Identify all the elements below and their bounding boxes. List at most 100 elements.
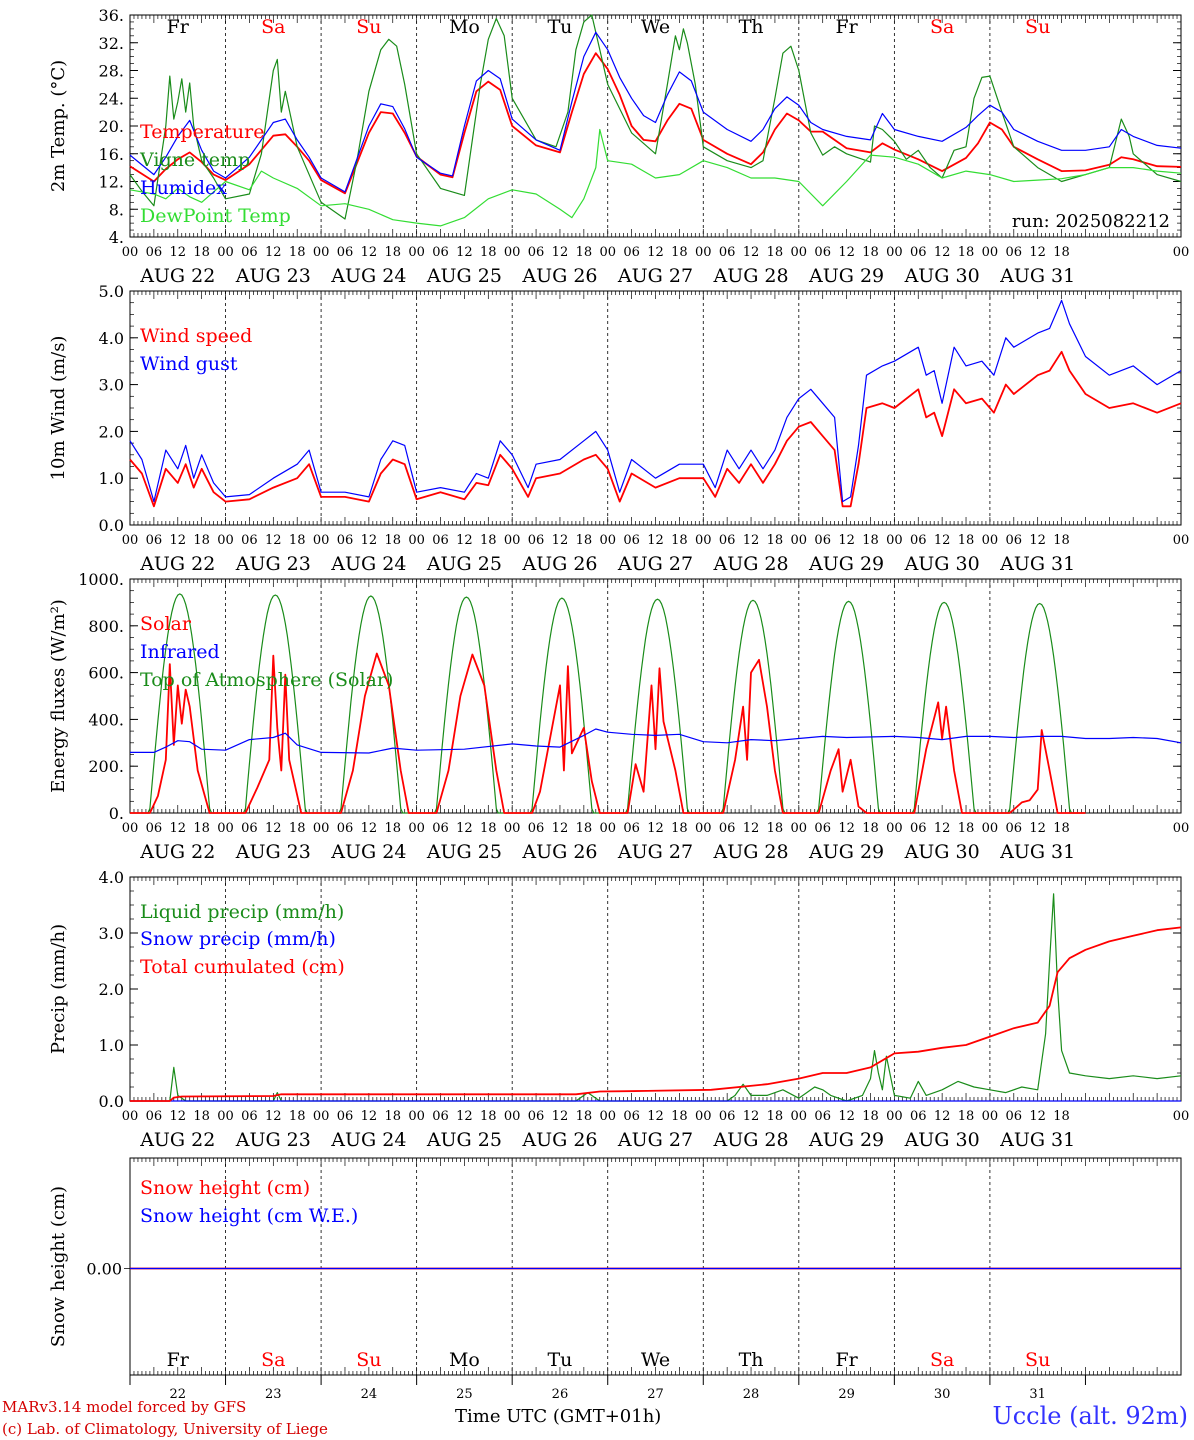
series-total-cumulated-cm- [130, 926, 1182, 1102]
series-wind-speed [129, 350, 1182, 508]
hour-tick-label: 00 [886, 821, 903, 836]
y-tick-label: 400. [88, 710, 124, 729]
hour-tick-label: 06 [528, 245, 545, 260]
y-tick-label: 0.0 [99, 516, 124, 535]
y-tick-label: 600. [88, 664, 124, 683]
legend-entry: Total cumulated (cm) [140, 956, 345, 978]
hour-tick-label: 06 [623, 245, 640, 260]
hour-tick-label: 18 [767, 1109, 784, 1124]
date-label: AUG 22 [139, 553, 215, 575]
hour-tick-label: 06 [528, 1109, 545, 1124]
legend-entry: DewPoint Temp [140, 205, 291, 227]
hour-tick-label: 06 [814, 533, 831, 548]
hour-tick-label: 00 [599, 245, 616, 260]
y-tick-label: 3.0 [99, 924, 124, 943]
hour-tick-label: 18 [671, 533, 688, 548]
hour-tick-label: 18 [671, 1109, 688, 1124]
hour-tick-label: 12 [934, 245, 951, 260]
y-axis-label: Energy fluxes (W/m²) [48, 599, 69, 793]
hour-tick-label: 18 [193, 1109, 210, 1124]
hour-tick-label: 12 [1029, 821, 1046, 836]
day-number-label: 31 [1029, 1387, 1046, 1402]
y-tick-label: 2.0 [99, 980, 124, 999]
hour-tick-label: 06 [1006, 533, 1023, 548]
hour-tick-label: 18 [384, 1109, 401, 1124]
hour-tick-label: 06 [241, 533, 258, 548]
hour-tick-label: 12 [456, 821, 473, 836]
hour-tick-label: 06 [528, 533, 545, 548]
date-label: AUG 23 [235, 841, 311, 863]
hour-tick-label: 00 [695, 821, 712, 836]
hour-tick-label: 00 [504, 533, 521, 548]
hour-tick-label: 18 [671, 821, 688, 836]
hour-tick-label: 00 [313, 533, 330, 548]
day-number-label: 25 [456, 1387, 473, 1402]
hour-tick-label: 00 [408, 533, 425, 548]
hour-tick-label: 12 [552, 1109, 569, 1124]
hour-tick-label: 06 [337, 245, 354, 260]
hour-tick-label: 06 [528, 821, 545, 836]
run-annotation: run: 2025082212 [1012, 211, 1170, 232]
day-number-label: 30 [934, 1387, 951, 1402]
hour-tick-label: 00 [313, 245, 330, 260]
hour-tick-label: 12 [1029, 1109, 1046, 1124]
hour-tick-label: 00 [313, 1109, 330, 1124]
hour-tick-label: 12 [456, 533, 473, 548]
date-label: AUG 25 [426, 265, 502, 287]
hour-tick-label: 00 [1173, 1109, 1190, 1124]
date-label: AUG 26 [521, 553, 597, 575]
hour-tick-label: 00 [217, 245, 234, 260]
hour-tick-label: 06 [241, 1109, 258, 1124]
hour-tick-label: 12 [647, 1109, 664, 1124]
hour-tick-label: 06 [719, 533, 736, 548]
hour-tick-label: 00 [695, 533, 712, 548]
date-label: AUG 28 [712, 265, 788, 287]
hour-tick-label: 18 [193, 533, 210, 548]
hour-tick-label: 00 [1173, 533, 1190, 548]
hour-tick-label: 06 [241, 821, 258, 836]
date-label: AUG 24 [330, 1129, 406, 1151]
hour-tick-label: 12 [265, 1109, 282, 1124]
y-tick-label: 3.0 [99, 376, 124, 395]
y-tick-label: 20. [99, 117, 124, 136]
date-label: AUG 29 [808, 265, 884, 287]
date-label: AUG 31 [999, 841, 1075, 863]
weekday-label: Su [356, 16, 381, 38]
hour-tick-label: 06 [337, 533, 354, 548]
hour-tick-label: 12 [838, 1109, 855, 1124]
hour-tick-label: 00 [217, 821, 234, 836]
station-label: Uccle (alt. 92m) [992, 1402, 1188, 1430]
hour-tick-label: 18 [767, 821, 784, 836]
hour-tick-label: 18 [862, 821, 879, 836]
hour-tick-label: 12 [838, 245, 855, 260]
date-label: AUG 27 [617, 265, 693, 287]
weekday-label: Mo [449, 1349, 480, 1371]
weekday-label: Sa [930, 1349, 954, 1371]
date-label: AUG 23 [235, 1129, 311, 1151]
hour-tick-label: 06 [1006, 1109, 1023, 1124]
hour-tick-label: 06 [337, 821, 354, 836]
legend-entry: Snow height (cm) [140, 1177, 310, 1199]
weekday-label: Sa [261, 16, 285, 38]
hour-tick-label: 18 [193, 821, 210, 836]
date-label: AUG 28 [712, 841, 788, 863]
hour-tick-label: 06 [146, 533, 163, 548]
hour-tick-label: 12 [169, 533, 186, 548]
date-label: AUG 30 [904, 1129, 980, 1151]
date-label: AUG 23 [235, 553, 311, 575]
weekday-label: Tu [547, 16, 572, 38]
date-label: AUG 22 [139, 1129, 215, 1151]
date-label: AUG 31 [999, 553, 1075, 575]
date-label: AUG 23 [235, 265, 311, 287]
legend-entry: Wind gust [140, 353, 238, 375]
hour-tick-label: 12 [361, 821, 378, 836]
weekday-label: Fr [835, 16, 858, 38]
date-label: AUG 24 [330, 841, 406, 863]
hour-tick-label: 00 [504, 1109, 521, 1124]
legend-entry: Snow height (cm W.E.) [140, 1205, 358, 1227]
date-label: AUG 24 [330, 553, 406, 575]
hour-tick-label: 00 [599, 533, 616, 548]
y-tick-label: 24. [99, 89, 124, 108]
panel-frame [129, 290, 1182, 526]
hour-tick-label: 06 [432, 245, 449, 260]
